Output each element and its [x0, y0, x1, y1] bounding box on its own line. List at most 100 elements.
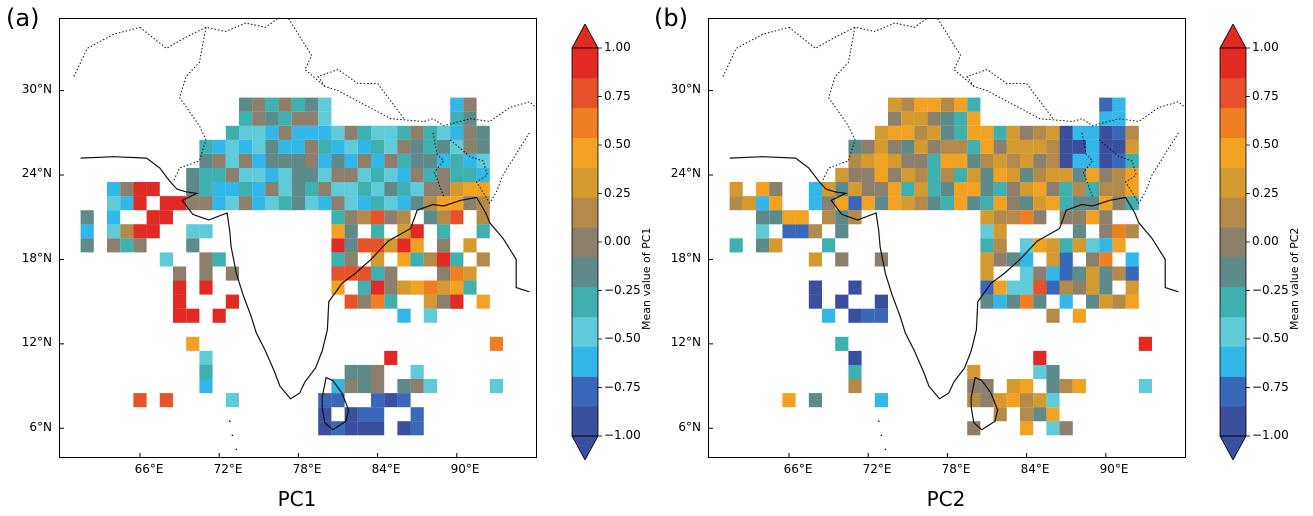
lat-label: 12°N — [670, 335, 701, 349]
island — [884, 448, 887, 451]
grid-cell — [901, 182, 915, 197]
grid-cell — [927, 111, 941, 126]
grid-cell — [133, 224, 147, 239]
colorbar-tick-label: 0.50 — [1252, 137, 1279, 151]
grid-cell — [344, 196, 358, 211]
grid-cell — [1112, 139, 1126, 154]
grid-cell — [1099, 196, 1113, 211]
grid-cell — [967, 364, 981, 379]
country-border — [1081, 132, 1094, 197]
grid-cell — [1020, 379, 1034, 394]
grid-cell — [795, 210, 809, 225]
grid-cell — [199, 364, 213, 379]
grid-cell — [1020, 421, 1034, 436]
grid-cell — [808, 294, 822, 309]
grid-cell — [729, 196, 743, 211]
grid-cell — [252, 97, 266, 112]
grid-cell — [371, 238, 385, 253]
grid-cell — [463, 168, 477, 183]
grid-cell — [331, 139, 345, 154]
grid-cell — [1099, 168, 1113, 183]
grid-cell — [1072, 280, 1086, 295]
country-border — [722, 26, 790, 77]
grid-cell — [980, 210, 994, 225]
grid-cell — [954, 139, 968, 154]
grid-cell — [1033, 153, 1047, 168]
grid-cell — [835, 336, 849, 351]
grid-cell — [265, 182, 279, 197]
grid-cell — [954, 196, 968, 211]
grid-cell — [476, 168, 490, 183]
grid-cell — [344, 421, 358, 436]
grid-cell — [252, 153, 266, 168]
grid-cell — [199, 350, 213, 365]
grid-cell — [318, 111, 332, 126]
grid-cell — [331, 153, 345, 168]
colorbar-segment — [572, 256, 598, 288]
grid-cell — [769, 210, 783, 225]
colorbar-segment — [1220, 48, 1246, 79]
grid-cell — [423, 210, 437, 225]
grid-cell — [1033, 364, 1047, 379]
grid-cell — [835, 196, 849, 211]
colorbar-a-svg — [571, 23, 602, 461]
lat-label: 30°N — [670, 82, 701, 96]
grid-cell — [437, 224, 451, 239]
grid-cell — [901, 97, 915, 112]
grid-cell — [1059, 196, 1073, 211]
grid-cell — [1006, 280, 1020, 295]
grid-cell — [344, 364, 358, 379]
grid-cell — [1020, 238, 1034, 253]
grid-cell — [1059, 421, 1073, 436]
grid-cell — [1086, 238, 1100, 253]
grid-cell — [993, 196, 1007, 211]
grid-cell — [357, 421, 371, 436]
grid-cell — [901, 153, 915, 168]
grid-cell — [410, 252, 424, 267]
grid-cell — [199, 153, 213, 168]
grid-cell — [914, 111, 928, 126]
grid-cell — [463, 97, 477, 112]
grid-cell — [357, 182, 371, 197]
grid-cell — [423, 379, 437, 394]
grid-cell — [822, 238, 836, 253]
grid-cell — [967, 139, 981, 154]
grid-cell — [344, 294, 358, 309]
grid-cell — [1112, 266, 1126, 281]
grid-cell — [450, 210, 464, 225]
grid-cell — [1125, 294, 1139, 309]
grid-cell — [199, 168, 213, 183]
grid-cell — [371, 196, 385, 211]
panel-a-map-svg — [60, 19, 536, 457]
grid-cell — [357, 379, 371, 394]
grid-cell — [371, 280, 385, 295]
grid-cell — [278, 111, 292, 126]
grid-cell — [239, 153, 253, 168]
colorbar-tick-label: 0.00 — [1252, 234, 1279, 248]
grid-cell — [357, 168, 371, 183]
grid-cell — [437, 266, 451, 281]
grid-cell — [225, 168, 239, 183]
grid-cell — [344, 125, 358, 140]
lon-label: 84°E — [371, 462, 401, 476]
grid-cell — [437, 252, 451, 267]
grid-cell — [980, 224, 994, 239]
lon-label: 66°E — [783, 462, 813, 476]
grid-cell — [861, 153, 875, 168]
grid-cell — [1006, 210, 1020, 225]
grid-cell — [384, 294, 398, 309]
panel-b-letter: (b) — [654, 4, 688, 32]
grid-cell — [410, 125, 424, 140]
grid-cell — [120, 238, 134, 253]
grid-cell — [357, 125, 371, 140]
grid-cell — [1046, 364, 1060, 379]
grid-cell — [1086, 294, 1100, 309]
grid-cell — [874, 125, 888, 140]
grid-cell — [822, 182, 836, 197]
lon-label: 90°E — [1099, 462, 1129, 476]
grid-cell — [1046, 168, 1060, 183]
grid-cell — [437, 280, 451, 295]
grid-cell — [133, 182, 147, 197]
grid-cell — [397, 168, 411, 183]
colorbar-a-label: Mean value of PC1 — [640, 227, 653, 330]
